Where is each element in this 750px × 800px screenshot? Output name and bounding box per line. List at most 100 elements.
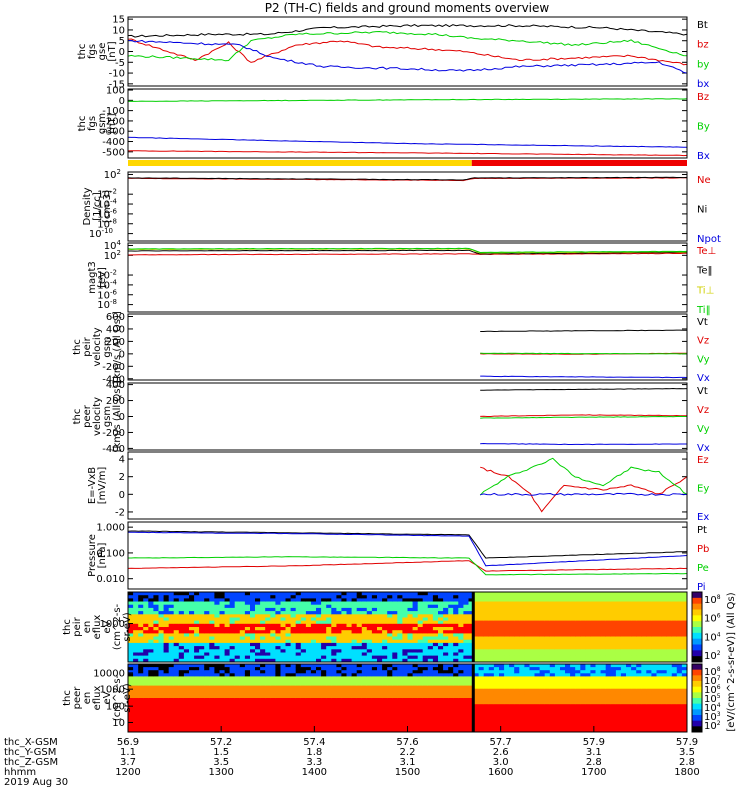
peer_spec-cell bbox=[382, 713, 388, 717]
peir_spec-cell bbox=[605, 617, 612, 622]
peer_spec-cell bbox=[514, 673, 520, 677]
peer_spec-cell bbox=[620, 688, 627, 693]
peir_spec-cell bbox=[265, 598, 271, 602]
peer_spec-cell bbox=[305, 667, 312, 671]
peir_spec-cell bbox=[265, 639, 271, 644]
peer_spec-cell bbox=[183, 679, 190, 683]
peir_spec-cell bbox=[316, 642, 322, 647]
efield-ylabel-line: E=-VxB bbox=[87, 467, 98, 504]
peer_spec-cell bbox=[519, 676, 525, 680]
peer_spec-cell bbox=[128, 682, 134, 686]
peir_spec-cell bbox=[128, 639, 134, 644]
peer_spec-cell bbox=[321, 694, 327, 699]
peer_spec-cell bbox=[615, 664, 622, 668]
peer_spec-cell bbox=[204, 682, 210, 686]
peer_spec-cell bbox=[615, 722, 622, 727]
peer_spec-cell bbox=[448, 719, 454, 724]
peer_spec-cell bbox=[183, 670, 190, 674]
peir_spec-cell bbox=[138, 604, 144, 609]
peir_spec-cell bbox=[387, 658, 393, 663]
peer_spec-cell bbox=[194, 728, 200, 733]
peer_spec-cell bbox=[636, 728, 642, 733]
peer_spec-cell bbox=[285, 676, 291, 680]
peer_spec-cell bbox=[463, 694, 469, 699]
peir_spec-cell bbox=[229, 614, 236, 618]
peir_spec-cell bbox=[305, 639, 312, 644]
peir_spec-cell bbox=[453, 620, 459, 625]
peer_spec-cell bbox=[255, 670, 261, 674]
peer_spec-cell bbox=[295, 664, 302, 668]
peer_spec-cell bbox=[626, 670, 632, 674]
peir_spec-cell bbox=[509, 598, 515, 602]
peer_spec-cell bbox=[641, 719, 647, 724]
peer_spec-cell bbox=[178, 688, 185, 693]
peir_spec-cell bbox=[417, 601, 424, 606]
peir_spec-cell bbox=[580, 633, 586, 637]
peir_spec-cell bbox=[133, 601, 139, 606]
peer_spec-cell bbox=[229, 679, 236, 683]
peer_spec-cell bbox=[468, 679, 474, 683]
peir_spec-cell bbox=[133, 611, 139, 615]
peir_spec-cell bbox=[224, 611, 231, 615]
peir_spec-cell bbox=[676, 601, 683, 606]
peer_spec-cell bbox=[290, 691, 297, 696]
peir_spec-cell bbox=[275, 614, 281, 618]
peir_spec-cell bbox=[331, 617, 337, 622]
fgs_gsm-panel: 1000-100-200-300-400-500BzByBxthcfgsgsm[… bbox=[77, 86, 710, 162]
peir_spec-cell bbox=[554, 652, 561, 657]
peir_spec-cell bbox=[519, 652, 525, 657]
peir_spec-cell bbox=[387, 655, 393, 660]
pressure-ylabel: Pressure[nPa] bbox=[87, 534, 108, 577]
peir_spec-cell bbox=[204, 620, 210, 625]
peer_spec-cell bbox=[163, 667, 170, 671]
peir_spec-cell bbox=[300, 639, 307, 644]
peir_spec-cell bbox=[651, 617, 657, 622]
peer_spec-cell bbox=[453, 710, 459, 714]
peer_spec-cell bbox=[270, 701, 276, 705]
peir_spec-cell bbox=[178, 623, 185, 628]
peir_spec-cell bbox=[565, 604, 571, 609]
peir_spec-cell bbox=[387, 592, 393, 596]
peir_spec-cell bbox=[483, 607, 490, 612]
peer_spec-cell bbox=[534, 722, 540, 727]
peir_velocity-ytick-label: 200 bbox=[106, 337, 125, 348]
peer_spec-cell bbox=[458, 676, 464, 680]
peer_spec-cell bbox=[250, 704, 256, 708]
peer_spec-cell bbox=[636, 713, 642, 717]
peir_spec-cell bbox=[539, 598, 546, 602]
peir_spec-cell bbox=[458, 649, 464, 653]
peir_spec-cell bbox=[173, 601, 180, 606]
peer_spec-cell bbox=[168, 691, 175, 696]
peir_spec-cell bbox=[285, 592, 291, 596]
peer_spec-cell bbox=[356, 713, 363, 717]
peer_spec-cell bbox=[209, 707, 215, 711]
peer_spec-cell bbox=[443, 698, 449, 702]
peer_spec-cell bbox=[209, 710, 215, 714]
peer_spec-cell bbox=[219, 725, 225, 730]
peer_spec-cell bbox=[336, 704, 342, 708]
peer_spec-cell bbox=[468, 682, 474, 686]
peer_spec-cell bbox=[377, 679, 383, 683]
peir_spec-cell bbox=[656, 646, 662, 650]
peer_spec-cell bbox=[641, 713, 647, 717]
peer_spec-cell bbox=[585, 710, 591, 714]
peer_spec-cell bbox=[544, 722, 551, 727]
peir_spec-cell bbox=[509, 611, 515, 615]
fgs_gsm-ytick-label: -100 bbox=[102, 106, 125, 117]
peir_spec-cell bbox=[356, 649, 363, 653]
peir_spec-cell bbox=[199, 598, 205, 602]
peer_spec-cell bbox=[310, 728, 317, 733]
peer_spec-cell bbox=[163, 716, 170, 720]
peer_spec-cell bbox=[351, 679, 358, 683]
peer_spec-cell bbox=[504, 728, 510, 733]
peir_spec-cell bbox=[417, 655, 424, 660]
peir_spec-cell bbox=[255, 642, 261, 647]
peer_spec-cell bbox=[382, 679, 388, 683]
peer_spec-cell bbox=[554, 716, 561, 720]
peer_spec-cell bbox=[194, 701, 200, 705]
peir_spec-cell bbox=[229, 633, 236, 637]
peer_spec-cell bbox=[356, 691, 363, 696]
peir_spec-cell bbox=[336, 655, 342, 660]
peer_spec-cell bbox=[199, 682, 205, 686]
peer_spec-cell bbox=[585, 725, 591, 730]
